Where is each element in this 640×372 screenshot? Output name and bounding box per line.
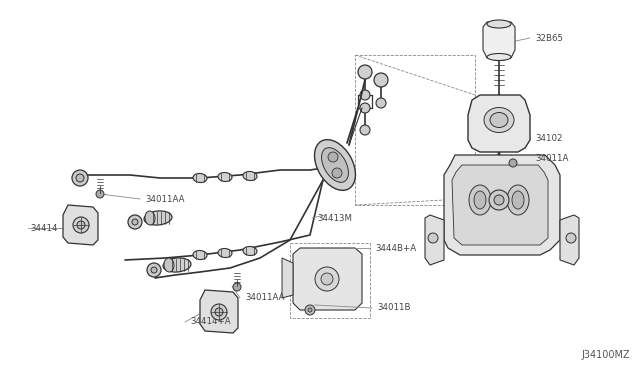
Circle shape: [509, 159, 517, 167]
Circle shape: [321, 273, 333, 285]
Text: 34414+A: 34414+A: [190, 317, 230, 327]
Circle shape: [233, 283, 241, 291]
Polygon shape: [560, 215, 579, 265]
Polygon shape: [425, 215, 444, 265]
Circle shape: [73, 217, 89, 233]
Bar: [290, 243, 370, 318]
Text: 34414: 34414: [30, 224, 58, 232]
Ellipse shape: [484, 108, 514, 132]
Ellipse shape: [507, 185, 529, 215]
Ellipse shape: [193, 250, 207, 260]
Ellipse shape: [487, 20, 511, 28]
Ellipse shape: [487, 54, 511, 61]
Text: 34011A: 34011A: [535, 154, 568, 163]
Ellipse shape: [474, 191, 486, 209]
Polygon shape: [452, 165, 548, 245]
Circle shape: [360, 90, 370, 100]
Polygon shape: [444, 155, 560, 255]
Ellipse shape: [328, 152, 338, 162]
Polygon shape: [468, 95, 530, 152]
Circle shape: [72, 170, 88, 186]
Polygon shape: [63, 205, 98, 245]
Text: 3444B+A: 3444B+A: [375, 244, 416, 253]
Circle shape: [494, 195, 504, 205]
Ellipse shape: [144, 211, 172, 225]
Circle shape: [376, 98, 386, 108]
Circle shape: [489, 190, 509, 210]
Bar: [355, 55, 475, 205]
Circle shape: [132, 219, 138, 225]
Circle shape: [151, 267, 157, 273]
Ellipse shape: [469, 185, 491, 215]
Text: 34413M: 34413M: [317, 214, 352, 222]
Circle shape: [76, 174, 84, 182]
Circle shape: [147, 263, 161, 277]
Ellipse shape: [218, 173, 232, 182]
Circle shape: [428, 233, 438, 243]
Text: 34011AA: 34011AA: [145, 195, 184, 203]
Ellipse shape: [163, 258, 191, 272]
Text: 32B65: 32B65: [535, 33, 563, 42]
Circle shape: [96, 190, 104, 198]
Ellipse shape: [243, 247, 257, 256]
Ellipse shape: [332, 168, 342, 178]
Text: 34102: 34102: [535, 134, 563, 142]
Polygon shape: [282, 258, 293, 298]
Circle shape: [305, 305, 315, 315]
Circle shape: [308, 308, 312, 312]
Polygon shape: [483, 22, 515, 58]
Circle shape: [358, 65, 372, 79]
Ellipse shape: [193, 173, 207, 183]
Circle shape: [374, 73, 388, 87]
Circle shape: [215, 308, 223, 316]
Circle shape: [360, 103, 370, 113]
Text: 34011B: 34011B: [377, 304, 410, 312]
Circle shape: [315, 267, 339, 291]
Text: 34011AA: 34011AA: [245, 294, 285, 302]
Ellipse shape: [218, 248, 232, 257]
Ellipse shape: [243, 171, 257, 180]
Circle shape: [128, 215, 142, 229]
Circle shape: [77, 221, 85, 229]
Polygon shape: [293, 248, 362, 310]
Ellipse shape: [145, 211, 155, 225]
Circle shape: [566, 233, 576, 243]
Ellipse shape: [314, 140, 355, 190]
Ellipse shape: [512, 191, 524, 209]
Ellipse shape: [490, 112, 508, 128]
Ellipse shape: [164, 258, 174, 272]
Circle shape: [360, 125, 370, 135]
Circle shape: [211, 304, 227, 320]
Text: J34100MZ: J34100MZ: [581, 350, 630, 360]
Polygon shape: [200, 290, 238, 333]
Ellipse shape: [321, 148, 348, 182]
